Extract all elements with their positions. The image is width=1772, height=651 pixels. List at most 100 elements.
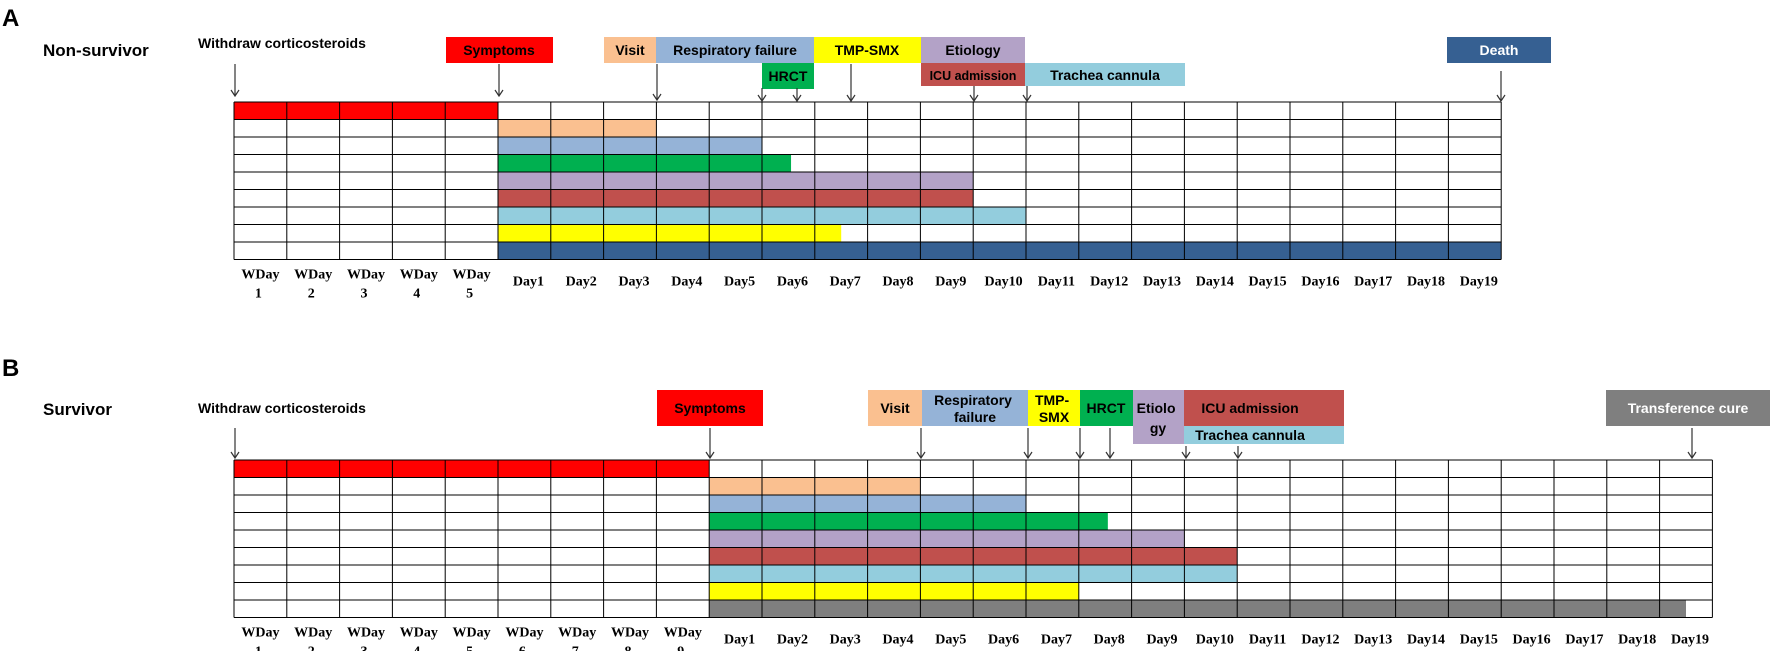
wday-number: 5 <box>466 287 473 302</box>
event-box-icu-admission <box>921 63 1025 86</box>
bar-symptoms <box>234 102 498 120</box>
event-box-trachea-cannula <box>1184 426 1344 444</box>
arrow-hrct-b <box>1105 428 1115 460</box>
arrow-visit-b <box>916 428 926 460</box>
panel-b-grid: WDay 1 WDay 2 WDay 3 WDay 4 WDay 5 WDay 6 WDay 7 WDay 8… <box>233 459 1713 651</box>
event-label-death: Death <box>1480 42 1519 58</box>
wday-number: 1 <box>255 645 262 651</box>
wday-number: 5 <box>466 645 473 651</box>
event-label-icu-admission: ICU admission <box>930 69 1017 83</box>
arrow-symptoms-b <box>705 428 715 460</box>
day-label: Day2 <box>566 275 597 290</box>
wday-label: WDay <box>294 626 332 641</box>
event-label-etiology-line2: gy <box>1150 420 1167 436</box>
day-label: Day16 <box>1513 633 1551 648</box>
day-label: Day9 <box>935 275 966 290</box>
day-label: Day18 <box>1618 633 1656 648</box>
day-label: Day3 <box>618 275 649 290</box>
day-label: Day15 <box>1460 633 1498 648</box>
panel-a-title: Non-survivor <box>43 41 149 60</box>
wday-label: WDay <box>347 268 385 283</box>
bar-hrct <box>498 154 792 172</box>
arrow-death-a <box>1496 71 1506 103</box>
arrow-trachea-b <box>1233 446 1243 460</box>
panel-b-event-boxes: Symptoms Visit Respiratory failure TMP- … <box>657 390 1770 444</box>
bar-transference-cure <box>709 600 1686 618</box>
wday-number: 3 <box>361 287 368 302</box>
event-box-tmp-smx <box>1028 390 1080 426</box>
day-label: Day8 <box>882 275 913 290</box>
wday-number: 7 <box>572 645 579 651</box>
panel-a-arrows <box>230 64 1506 103</box>
event-box-hrct <box>762 63 814 89</box>
bar-tmp-smx <box>709 582 1079 600</box>
event-label-symptoms: Symptoms <box>674 400 746 416</box>
wday-number: 4 <box>413 287 420 302</box>
day-label: Day17 <box>1354 275 1392 290</box>
wday-number: 4 <box>413 645 420 651</box>
day-label: Day5 <box>935 633 966 648</box>
arrow-symptoms-a <box>494 64 504 98</box>
day-label: Day17 <box>1565 633 1603 648</box>
bar-hrct <box>709 512 1108 530</box>
panel-b-arrows <box>230 428 1697 460</box>
day-label: Day13 <box>1143 275 1181 290</box>
event-box-transference-cure <box>1606 390 1770 426</box>
event-box-tmp-smx <box>814 37 921 63</box>
day-label: Day7 <box>1041 633 1072 648</box>
day-label: Day6 <box>988 633 1019 648</box>
day-label: Day9 <box>1146 633 1177 648</box>
day-label: Day19 <box>1671 633 1709 648</box>
arrow-tmp-smx-b <box>1075 428 1085 460</box>
event-box-trachea-cannula <box>1025 63 1185 86</box>
event-label-etiology-line1: Etiolo <box>1137 400 1176 416</box>
day-label: Day11 <box>1249 633 1286 648</box>
event-label-etiology: Etiology <box>945 42 1000 58</box>
arrow-withdraw-b <box>230 428 240 460</box>
day-label: Day13 <box>1354 633 1392 648</box>
event-label-respiratory-line2: failure <box>954 409 996 425</box>
event-box-death <box>1447 37 1551 63</box>
wday-number: 3 <box>361 645 368 651</box>
event-label-trachea-cannula: Trachea cannula <box>1050 67 1160 83</box>
wday-label: WDay <box>453 626 491 641</box>
wday-label: WDay <box>453 268 491 283</box>
day-label: Day2 <box>777 633 808 648</box>
wday-label: WDay <box>400 268 438 283</box>
event-box-etiology <box>921 37 1025 63</box>
day-label: Day3 <box>830 633 861 648</box>
arrow-tmp-smx-a <box>846 64 856 103</box>
wday-label: WDay <box>558 626 596 641</box>
day-label: Day10 <box>985 275 1023 290</box>
day-label: Day15 <box>1249 275 1287 290</box>
event-box-visit <box>604 37 656 63</box>
event-label-icu-admission: ICU admission <box>1201 400 1298 416</box>
bar-symptoms <box>234 460 710 478</box>
bar-tmp-smx <box>498 224 842 242</box>
bar-etiology <box>498 172 974 190</box>
arrow-withdraw-a <box>230 64 240 98</box>
arrow-etiology-b <box>1181 446 1191 460</box>
wday-number: 1 <box>255 287 262 302</box>
event-box-symptoms <box>657 390 763 426</box>
day-label: Day18 <box>1407 275 1445 290</box>
wday-label: WDay <box>505 626 543 641</box>
wday-label: WDay <box>241 268 279 283</box>
event-label-respiratory-line1: Respiratory <box>934 392 1012 408</box>
day-label: Day1 <box>724 633 755 648</box>
day-label: Day5 <box>724 275 755 290</box>
wday-number: 2 <box>308 287 315 302</box>
panel-a-withdraw-label: Withdraw corticosteroids <box>198 35 366 51</box>
event-box-hrct <box>1080 390 1133 426</box>
wday-number: 9 <box>677 645 684 651</box>
wday-label: WDay <box>347 626 385 641</box>
arrow-icu-a <box>969 86 979 103</box>
arrow-respiratory-a <box>757 88 767 103</box>
event-box-respiratory-failure <box>922 390 1028 426</box>
event-label-respiratory-failure: Respiratory failure <box>934 392 1016 425</box>
day-label: Day11 <box>1038 275 1075 290</box>
event-box-etiology <box>1133 390 1184 444</box>
panel-a-grid: WDay 1 WDay 2 WDay 3 WDay 4 WDay 5 Day1 Day2 Day3 Day… <box>233 101 1502 302</box>
wday-label: WDay <box>294 268 332 283</box>
